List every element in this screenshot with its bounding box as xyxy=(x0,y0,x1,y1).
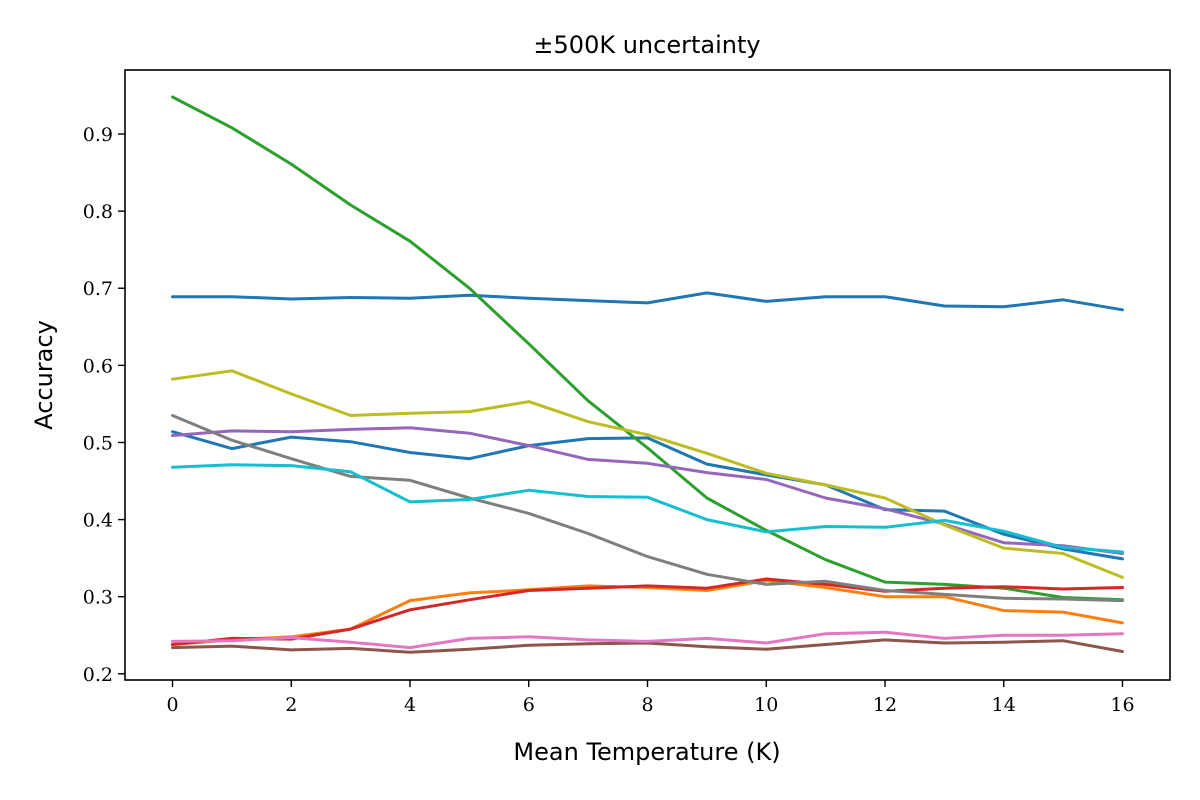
series-line-8 xyxy=(171,630,1124,650)
x-tick-label: 14 xyxy=(992,694,1016,716)
x-tick-label: 0 xyxy=(166,694,178,716)
y-tick-label: 0.7 xyxy=(83,278,113,300)
series-line-7 xyxy=(171,638,1124,654)
x-axis-ticks: 0 2 4 6 8 10 12 14 16 xyxy=(166,680,1135,716)
series-line-4 xyxy=(171,95,1124,602)
x-tick-label: 6 xyxy=(523,694,535,716)
y-tick-label: 0.4 xyxy=(83,510,113,532)
x-tick-label: 4 xyxy=(404,694,416,716)
series-line-10 xyxy=(171,369,1124,579)
series-line-1 xyxy=(171,291,1124,312)
chart-title: ±500K uncertainty xyxy=(533,31,760,59)
y-tick-label: 0.8 xyxy=(83,201,113,223)
series-line-11 xyxy=(171,463,1124,554)
y-tick-label: 0.5 xyxy=(83,432,113,454)
x-tick-label: 12 xyxy=(873,694,897,716)
series-line-6 xyxy=(171,426,1124,555)
series-line-2 xyxy=(171,430,1124,561)
y-axis-ticks: 0.2 0.3 0.4 0.5 0.6 0.7 0.8 0.9 xyxy=(83,124,125,686)
series-line-9 xyxy=(171,414,1124,603)
series-lines xyxy=(171,95,1124,654)
x-axis-label: Mean Temperature (K) xyxy=(513,738,780,766)
y-tick-label: 0.6 xyxy=(83,355,113,377)
x-tick-label: 2 xyxy=(285,694,297,716)
y-tick-label: 0.9 xyxy=(83,124,113,146)
y-tick-label: 0.3 xyxy=(83,587,113,609)
x-tick-label: 10 xyxy=(754,694,778,716)
x-tick-label: 16 xyxy=(1110,694,1134,716)
y-axis-label: Accuracy xyxy=(30,320,58,430)
y-tick-label: 0.2 xyxy=(83,664,113,686)
x-tick-label: 8 xyxy=(641,694,653,716)
series-line-5 xyxy=(171,577,1124,646)
